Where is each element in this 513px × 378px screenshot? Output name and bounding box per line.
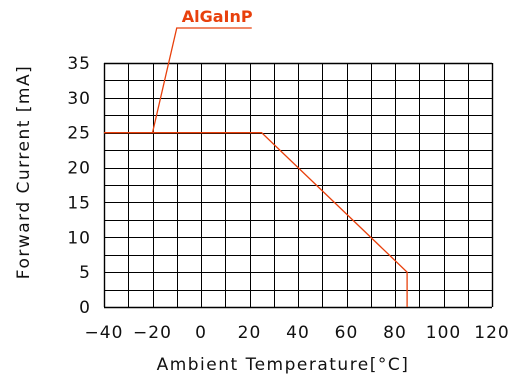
x-tick-label: 80 xyxy=(383,323,407,343)
x-tick-label: 40 xyxy=(286,323,310,343)
y-tick-label: 20 xyxy=(67,159,91,179)
y-tick-label: 10 xyxy=(67,228,91,248)
y-tick-label: 5 xyxy=(79,263,91,283)
y-tick-label: 35 xyxy=(67,54,91,74)
series-callout-line xyxy=(151,27,252,133)
x-tick-label: 20 xyxy=(238,323,262,343)
x-tick-label: 0 xyxy=(195,323,207,343)
y-axis-ticks: 0 5 10 15 20 25 30 35 xyxy=(67,54,91,318)
x-tick-label: −20 xyxy=(133,323,172,343)
x-tick-label: −40 xyxy=(85,323,124,343)
y-axis-title: Forward Current [mA] xyxy=(14,65,34,279)
y-tick-label: 30 xyxy=(67,89,91,109)
x-tick-label: 120 xyxy=(474,323,509,343)
y-tick-label: 15 xyxy=(67,193,91,213)
series-label: AlGaInP xyxy=(182,7,253,26)
x-axis-title: Ambient Temperature[°C] xyxy=(157,355,410,375)
plot-grid xyxy=(103,62,494,309)
series-line xyxy=(104,132,408,307)
x-tick-label: 100 xyxy=(426,323,461,343)
y-tick-label: 0 xyxy=(79,298,91,318)
x-tick-label: 60 xyxy=(335,323,359,343)
series-layer: AlGaInP xyxy=(104,7,408,307)
y-tick-label: 25 xyxy=(67,124,91,144)
x-axis-ticks: −40 −20 0 20 40 60 80 100 120 xyxy=(85,323,509,343)
